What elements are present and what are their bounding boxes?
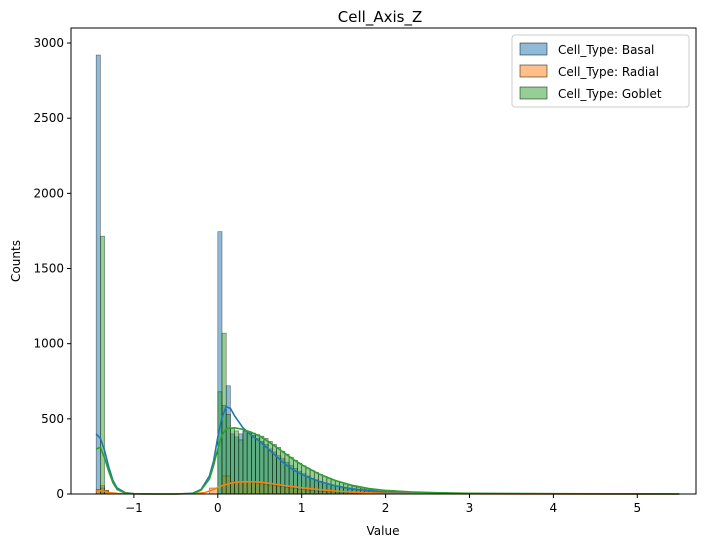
y-tick-label-0: 0 bbox=[56, 487, 64, 501]
x-axis: −1 0 1 2 3 4 5 bbox=[125, 494, 641, 515]
kde-line-0 bbox=[95, 405, 680, 495]
y-tick-label-5: 2500 bbox=[33, 111, 64, 125]
bar-2-17 bbox=[280, 450, 286, 495]
bar-2-11 bbox=[255, 434, 261, 495]
bar-2-8 bbox=[242, 430, 248, 495]
plot-frame bbox=[70, 27, 697, 495]
kde-layer bbox=[95, 405, 680, 495]
bar-0-0 bbox=[95, 54, 101, 495]
bar-2-18 bbox=[284, 453, 290, 495]
y-tick-label-4: 2000 bbox=[33, 186, 64, 200]
x-tick-label-5: 4 bbox=[550, 501, 558, 515]
legend-frame bbox=[511, 34, 690, 108]
bar-2-6 bbox=[234, 430, 240, 495]
y-tick-label-6: 3000 bbox=[33, 36, 64, 50]
bar-2-28 bbox=[326, 477, 332, 495]
series-2-bars bbox=[100, 235, 638, 495]
bar-2-29 bbox=[330, 479, 336, 495]
legend-swatch-1 bbox=[519, 64, 548, 78]
y-tick-label-2: 1000 bbox=[33, 337, 64, 351]
kde-line-2 bbox=[95, 427, 680, 495]
bar-2-23 bbox=[305, 467, 311, 495]
bar-2-9 bbox=[246, 431, 252, 495]
x-tick-label-4: 3 bbox=[466, 501, 474, 515]
legend-swatch-2 bbox=[519, 86, 548, 100]
y-axis-label: Counts bbox=[9, 240, 23, 282]
y-tick-label-1: 500 bbox=[41, 412, 64, 426]
y-tick-label-3: 1500 bbox=[33, 262, 64, 276]
bar-2-30 bbox=[334, 480, 340, 495]
legend-swatch-0 bbox=[519, 42, 548, 56]
bar-2-5 bbox=[230, 427, 235, 495]
x-tick-label-3: 2 bbox=[382, 501, 390, 515]
chart-title: Cell_Axis_Z bbox=[338, 8, 422, 27]
bars-layer bbox=[95, 54, 680, 495]
x-tick-label-2: 1 bbox=[298, 501, 306, 515]
bar-2-10 bbox=[251, 432, 256, 495]
bar-2-7 bbox=[238, 439, 244, 495]
x-tick-label-1: 0 bbox=[214, 501, 222, 515]
bar-2-24 bbox=[309, 469, 315, 495]
legend-label-1: Cell_Type: Radial bbox=[558, 65, 659, 79]
bar-2-19 bbox=[288, 456, 294, 495]
x-tick-label-6: 5 bbox=[633, 501, 641, 515]
legend-items: Cell_Type: Basal Cell_Type: Radial Cell_Ty… bbox=[519, 42, 662, 101]
legend: Cell_Type: Basal Cell_Type: Radial Cell_Ty… bbox=[511, 34, 690, 108]
bar-2-16 bbox=[276, 447, 282, 495]
legend-label-0: Cell_Type: Basal bbox=[558, 43, 654, 57]
series-0-bars bbox=[95, 54, 680, 495]
bar-2-22 bbox=[301, 465, 307, 495]
x-tick-label-0: −1 bbox=[125, 501, 143, 515]
bar-2-31 bbox=[339, 482, 344, 495]
x-axis-label: Value bbox=[367, 524, 400, 538]
y-axis: 0 500 1000 1500 2000 2500 3000 bbox=[33, 36, 71, 501]
bar-2-27 bbox=[322, 475, 328, 495]
bar-2-20 bbox=[293, 459, 298, 495]
bar-2-26 bbox=[318, 474, 323, 495]
bar-2-21 bbox=[297, 462, 303, 495]
bar-2-25 bbox=[313, 471, 319, 495]
legend-label-2: Cell_Type: Goblet bbox=[558, 87, 662, 101]
bar-2-4 bbox=[225, 414, 231, 495]
bar-2-15 bbox=[272, 444, 277, 495]
